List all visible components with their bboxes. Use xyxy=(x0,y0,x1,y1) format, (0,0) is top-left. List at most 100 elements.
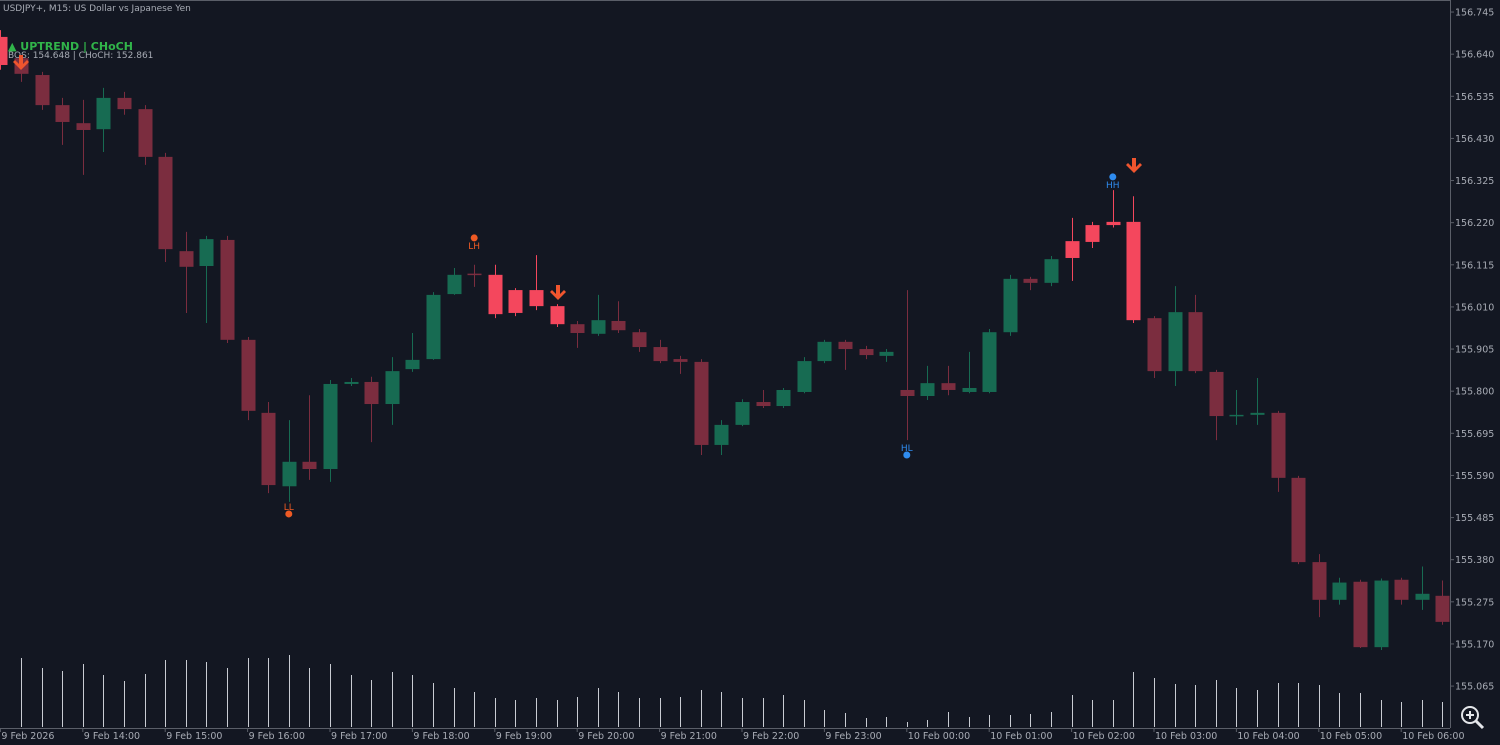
x-tick-label: 9 Feb 18:00 xyxy=(413,731,469,742)
plot-area: LL LH HL HH xyxy=(0,30,1450,727)
swing-label: HL xyxy=(901,444,913,454)
candle-body xyxy=(591,320,606,334)
candle-body xyxy=(179,251,194,267)
candle-body xyxy=(76,123,91,130)
candle-body xyxy=(158,156,173,250)
candle-body xyxy=(797,361,812,392)
candle-body xyxy=(1374,580,1389,648)
y-tick-label: 155.800 xyxy=(1455,387,1494,398)
x-tick-label: 9 Feb 15:00 xyxy=(166,731,222,742)
candle-body xyxy=(1250,412,1265,415)
candle-body xyxy=(1085,225,1100,242)
candle-body xyxy=(241,339,256,411)
candle-body xyxy=(385,371,400,405)
candle-body xyxy=(611,320,626,331)
candle-body xyxy=(1332,582,1347,600)
candle-body xyxy=(1003,278,1018,333)
x-tick-label: 9 Feb 23:00 xyxy=(825,731,881,742)
sell-arrow xyxy=(550,285,566,300)
candle-body xyxy=(282,461,297,487)
x-tick-label: 9 Feb 14:00 xyxy=(84,731,140,742)
candle-body xyxy=(302,461,317,470)
candle-body xyxy=(488,274,503,315)
y-tick-label: 156.115 xyxy=(1455,260,1494,271)
x-tick-label: 9 Feb 17:00 xyxy=(331,731,387,742)
candle-body xyxy=(323,383,338,470)
candle-body xyxy=(1168,312,1183,372)
swing-label: LL xyxy=(284,503,294,513)
candle-body xyxy=(550,306,565,325)
candle-body xyxy=(1023,278,1038,283)
candle-body xyxy=(1229,414,1244,417)
candle-body xyxy=(1209,371,1224,417)
x-tick-label: 9 Feb 16:00 xyxy=(249,731,305,742)
y-tick-label: 155.905 xyxy=(1455,345,1494,356)
candle-body xyxy=(199,239,214,267)
x-tick-label: 9 Feb 20:00 xyxy=(578,731,634,742)
x-tick-label: 10 Feb 02:00 xyxy=(1073,731,1135,742)
candle-body xyxy=(1435,595,1450,622)
candle-body xyxy=(117,97,132,110)
y-tick-label: 156.745 xyxy=(1455,8,1494,19)
candle-body xyxy=(529,290,544,307)
candle-body xyxy=(1188,312,1203,372)
y-tick-label: 155.275 xyxy=(1455,597,1494,608)
y-tick-label: 156.325 xyxy=(1455,176,1494,187)
candle-body xyxy=(1415,593,1430,600)
candle-body xyxy=(982,332,997,392)
sell-arrow xyxy=(13,55,29,70)
candle-body xyxy=(261,412,276,486)
candle-body xyxy=(0,36,8,65)
zoom-icon[interactable] xyxy=(1461,706,1485,730)
y-tick-label: 156.010 xyxy=(1455,302,1494,313)
candle-body xyxy=(1353,581,1368,648)
candle-body xyxy=(1065,241,1080,258)
candle-body xyxy=(344,381,359,384)
candle-body xyxy=(426,294,441,360)
x-tick-label: 9 Feb 19:00 xyxy=(496,731,552,742)
candle-body xyxy=(364,381,379,405)
candle-body xyxy=(35,75,50,106)
candle-body xyxy=(735,402,750,425)
candle-body xyxy=(1044,259,1059,283)
candle-body xyxy=(920,383,935,396)
candle-body xyxy=(817,341,832,362)
x-tick-label: 10 Feb 00:00 xyxy=(908,731,970,742)
candle-body xyxy=(714,424,729,445)
signal-arrows xyxy=(13,55,1142,300)
candle-body xyxy=(1147,318,1162,372)
candle-body xyxy=(838,341,853,350)
trend-label: ▲ UPTREND | CHoCH xyxy=(8,40,133,53)
candle-body xyxy=(1394,579,1409,600)
x-tick-label: 9 Feb 21:00 xyxy=(661,731,717,742)
x-tick-label: 10 Feb 06:00 xyxy=(1402,731,1464,742)
candle-body xyxy=(1291,477,1306,563)
candle-body xyxy=(467,273,482,276)
candle-body xyxy=(405,359,420,370)
y-tick-label: 156.640 xyxy=(1455,50,1494,61)
candle-body xyxy=(653,347,668,362)
swing-dot xyxy=(470,234,478,242)
swing-label: LH xyxy=(468,242,480,252)
y-tick-label: 155.695 xyxy=(1455,429,1494,440)
candle-body xyxy=(1126,221,1141,321)
x-tick-label: 10 Feb 01:00 xyxy=(990,731,1052,742)
candle-body xyxy=(138,109,153,157)
candle-body xyxy=(879,351,894,356)
x-tick-label: 9 Feb 22:00 xyxy=(743,731,799,742)
x-tick-label: 10 Feb 04:00 xyxy=(1237,731,1299,742)
chart-title: USDJPY+, M15: US Dollar vs Japanese Yen xyxy=(3,4,191,14)
candle-body xyxy=(1271,412,1286,478)
swing-dot xyxy=(285,510,293,518)
candle-body xyxy=(508,290,523,313)
candle-body xyxy=(941,383,956,390)
candle-body xyxy=(900,389,915,396)
sell-arrow xyxy=(1126,158,1142,173)
x-tick-label: 10 Feb 03:00 xyxy=(1155,731,1217,742)
y-tick-label: 155.065 xyxy=(1455,682,1494,693)
swing-label: HH xyxy=(1106,181,1120,191)
candle-body xyxy=(859,349,874,356)
